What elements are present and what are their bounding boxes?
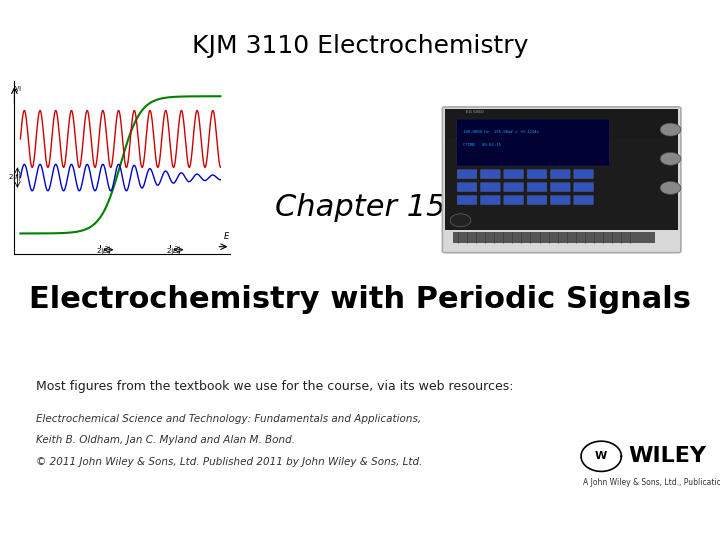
Text: Keith B. Oldham, Jan C. Myland and Alan M. Bond.: Keith B. Oldham, Jan C. Myland and Alan … [36,435,295,445]
Text: $2|\bar{E}|$: $2|\bar{E}|$ [166,245,181,258]
FancyBboxPatch shape [551,170,570,179]
FancyBboxPatch shape [480,170,500,179]
Text: Electrochemistry with Periodic Signals: Electrochemistry with Periodic Signals [29,285,691,314]
Text: KJM 3110 Electrochemistry: KJM 3110 Electrochemistry [192,34,528,58]
Circle shape [660,181,681,194]
FancyBboxPatch shape [527,170,546,179]
Text: WILEY: WILEY [629,446,706,467]
FancyBboxPatch shape [456,119,610,166]
FancyBboxPatch shape [480,183,500,192]
FancyBboxPatch shape [504,170,523,179]
Text: W: W [595,451,608,461]
Text: CTIME   00:02:15: CTIME 00:02:15 [463,143,501,147]
FancyBboxPatch shape [574,195,593,205]
FancyBboxPatch shape [457,195,477,205]
Text: Most figures from the textbook we use for the course, via its web resources:: Most figures from the textbook we use fo… [36,380,513,393]
Circle shape [660,152,681,165]
Text: A/I: A/I [13,86,22,92]
FancyBboxPatch shape [457,183,477,192]
FancyBboxPatch shape [527,183,546,192]
Text: 100.0000 Hz  195.00mV x +0.1234e: 100.0000 Hz 195.00mV x +0.1234e [463,130,539,134]
Text: $2|f|$: $2|f|$ [9,172,21,183]
Circle shape [660,123,681,136]
Bar [445,138,678,230]
Text: $2|\bar{E}|$: $2|\bar{E}|$ [96,245,111,258]
Bar [445,109,678,138]
Text: EG 5060: EG 5060 [466,110,483,114]
FancyBboxPatch shape [457,170,477,179]
FancyBboxPatch shape [504,195,523,205]
Circle shape [450,214,471,227]
FancyBboxPatch shape [551,195,570,205]
FancyBboxPatch shape [442,107,681,253]
Bar [453,232,655,243]
Text: Electrochemical Science and Technology: Fundamentals and Applications,: Electrochemical Science and Technology: … [36,414,421,423]
Text: A John Wiley & Sons, Ltd., Publication: A John Wiley & Sons, Ltd., Publication [583,478,720,487]
FancyBboxPatch shape [480,195,500,205]
FancyBboxPatch shape [504,183,523,192]
Text: E: E [224,232,229,240]
Text: Chapter 15: Chapter 15 [275,193,445,222]
FancyBboxPatch shape [551,183,570,192]
FancyBboxPatch shape [527,195,546,205]
FancyBboxPatch shape [574,183,593,192]
Text: © 2011 John Wiley & Sons, Ltd. Published 2011 by John Wiley & Sons, Ltd.: © 2011 John Wiley & Sons, Ltd. Published… [36,457,423,467]
FancyBboxPatch shape [574,170,593,179]
